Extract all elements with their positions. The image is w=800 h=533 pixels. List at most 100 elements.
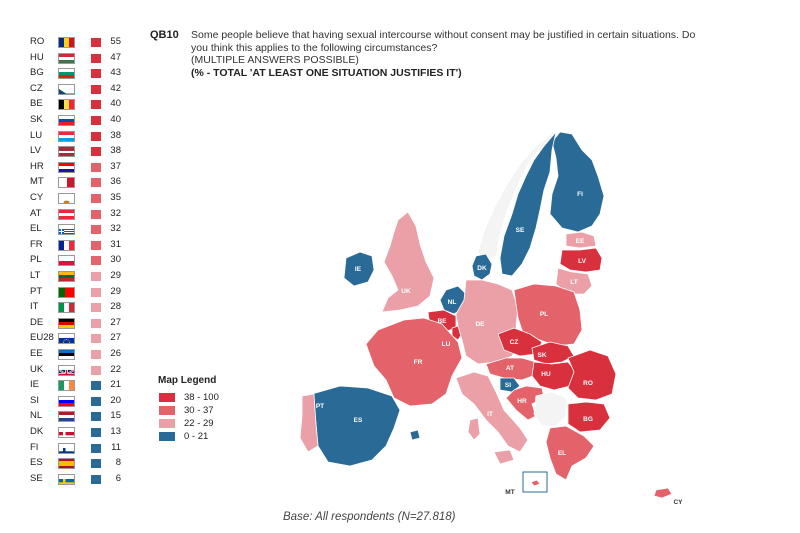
map-label-NL: NL bbox=[448, 299, 457, 306]
country-value: 32 bbox=[110, 207, 121, 219]
map-label-CY: CY bbox=[673, 499, 683, 506]
flag-icon bbox=[58, 473, 75, 485]
question-id: QB10 bbox=[150, 29, 179, 41]
country-code: PT bbox=[30, 285, 43, 297]
country-EE bbox=[565, 231, 597, 249]
legend-swatch bbox=[159, 406, 175, 415]
country-ES bbox=[311, 385, 401, 467]
legend-title: Map Legend bbox=[158, 375, 217, 386]
malta-highlight-box bbox=[522, 471, 548, 493]
flag-icon bbox=[58, 255, 75, 267]
country-value: 8 bbox=[115, 457, 121, 469]
map-label-BE: BE bbox=[437, 318, 447, 325]
flag-icon bbox=[58, 427, 75, 438]
country-UK bbox=[381, 211, 435, 313]
legend-label: 30 - 37 bbox=[184, 405, 214, 416]
country-code: EE bbox=[30, 348, 43, 359]
map-label-MT: MT bbox=[505, 489, 514, 496]
value-swatch bbox=[91, 240, 101, 250]
country-value: 29 bbox=[110, 285, 121, 297]
country-IT-sicily bbox=[493, 449, 515, 465]
country-value: 40 bbox=[110, 98, 121, 110]
value-swatch bbox=[91, 287, 101, 297]
country-CY bbox=[653, 487, 673, 499]
country-value: 38 bbox=[110, 129, 121, 141]
country-value: 13 bbox=[110, 426, 121, 437]
country-code: SE bbox=[30, 472, 43, 484]
country-value: 22 bbox=[110, 363, 121, 375]
country-NO bbox=[477, 129, 557, 263]
country-code: FI bbox=[30, 441, 39, 453]
map-label-IT: IT bbox=[487, 411, 493, 418]
country-value: 35 bbox=[110, 192, 121, 203]
map-label-HR: HR bbox=[517, 398, 527, 405]
flag-icon bbox=[58, 208, 75, 220]
value-swatch bbox=[91, 84, 101, 94]
legend-swatch bbox=[159, 432, 175, 441]
map-legend: Map Legend 38 - 100 30 - 37 22 - 29 0 - 21 bbox=[158, 375, 268, 443]
question-total-label: (% - TOTAL 'AT LEAST ONE SITUATION JUSTI… bbox=[191, 66, 462, 79]
country-value: 28 bbox=[110, 301, 121, 313]
value-swatch bbox=[91, 116, 101, 125]
value-swatch bbox=[91, 303, 101, 313]
country-balkans bbox=[533, 391, 567, 427]
map-label-RO: RO bbox=[583, 380, 593, 387]
country-value: 37 bbox=[110, 160, 121, 172]
legend-items: 38 - 100 30 - 37 22 - 29 0 - 21 bbox=[158, 391, 268, 443]
country-code: HU bbox=[30, 51, 44, 63]
country-IE bbox=[343, 251, 375, 287]
value-swatch bbox=[91, 350, 101, 359]
map-label-LT: LT bbox=[570, 279, 577, 286]
flag-icon bbox=[58, 349, 75, 360]
map-label-IE: IE bbox=[355, 266, 362, 273]
value-swatch bbox=[91, 474, 101, 484]
country-FR bbox=[365, 317, 463, 407]
value-swatch bbox=[91, 318, 101, 328]
value-swatch bbox=[91, 272, 101, 281]
question-note: (MULTIPLE ANSWERS POSSIBLE) bbox=[191, 54, 359, 66]
map-label-HU: HU bbox=[541, 371, 551, 378]
country-value: 21 bbox=[110, 379, 121, 391]
question-text-block: Some people believe that having sexual i… bbox=[191, 29, 711, 79]
flag-icon bbox=[58, 99, 75, 111]
country-code: EL bbox=[30, 223, 42, 235]
map-label-SK: SK bbox=[537, 352, 546, 359]
country-value: 43 bbox=[110, 67, 121, 79]
map-label-FR: FR bbox=[414, 359, 423, 366]
country-value: 11 bbox=[111, 441, 121, 453]
country-value: 40 bbox=[110, 114, 121, 125]
country-value: 26 bbox=[110, 348, 121, 359]
country-FI bbox=[549, 131, 605, 233]
value-swatch bbox=[91, 147, 101, 157]
country-code: HR bbox=[30, 160, 44, 172]
flag-icon bbox=[58, 317, 75, 329]
flag-icon bbox=[58, 458, 75, 470]
legend-label: 38 - 100 bbox=[184, 392, 219, 403]
value-swatch bbox=[91, 53, 101, 63]
country-value: 20 bbox=[110, 394, 121, 406]
flag-icon bbox=[58, 52, 75, 64]
value-swatch bbox=[91, 178, 101, 188]
country-code: IE bbox=[30, 379, 39, 391]
value-swatch bbox=[91, 194, 101, 203]
flag-icon bbox=[58, 161, 75, 173]
flag-icon bbox=[58, 364, 75, 376]
country-IT bbox=[455, 371, 529, 453]
legend-swatch bbox=[159, 419, 175, 428]
value-swatch bbox=[91, 69, 101, 79]
country-code: LU bbox=[30, 129, 43, 141]
map-label-SI: SI bbox=[505, 382, 511, 389]
map-label-ES: ES bbox=[354, 417, 363, 424]
value-swatch bbox=[91, 225, 101, 235]
flag-icon bbox=[58, 224, 75, 236]
country-value: 27 bbox=[110, 316, 121, 328]
country-code: DE bbox=[30, 316, 44, 328]
flag-icon bbox=[58, 37, 75, 48]
flag-icon bbox=[58, 68, 75, 80]
value-swatch bbox=[91, 162, 101, 172]
flag-icon bbox=[58, 302, 75, 314]
value-swatch bbox=[91, 209, 101, 219]
flag-icon bbox=[58, 83, 75, 95]
country-value: 31 bbox=[110, 238, 121, 250]
